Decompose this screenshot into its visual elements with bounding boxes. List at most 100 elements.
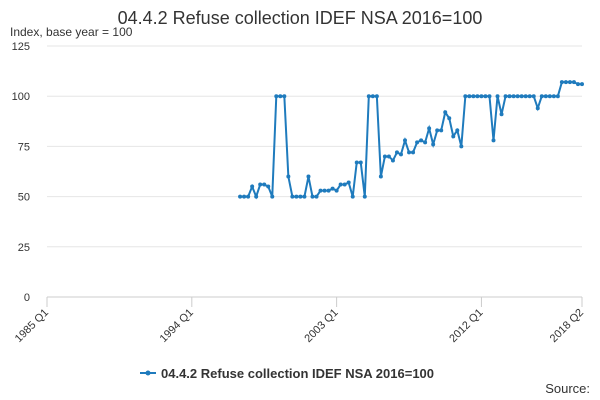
x-tick-label: 2003 Q1 <box>302 307 340 345</box>
data-point <box>547 94 552 99</box>
data-point <box>270 194 275 199</box>
data-point <box>539 94 544 99</box>
data-point <box>439 128 444 133</box>
data-point <box>427 126 432 131</box>
data-point <box>523 94 528 99</box>
data-point <box>318 188 323 193</box>
data-point <box>254 194 259 199</box>
data-point <box>282 94 287 99</box>
data-point <box>559 80 564 85</box>
data-point <box>326 188 331 193</box>
data-point <box>390 158 395 163</box>
chart-title: 04.4.2 Refuse collection IDEF NSA 2016=1… <box>118 8 483 28</box>
data-point <box>479 94 484 99</box>
data-point <box>250 184 255 189</box>
data-point <box>503 94 508 99</box>
data-point <box>431 142 436 147</box>
data-point <box>278 94 283 99</box>
data-point <box>238 194 243 199</box>
data-point <box>314 194 319 199</box>
data-point <box>403 138 408 143</box>
data-point <box>386 154 391 159</box>
data-point <box>274 94 279 99</box>
data-point <box>246 194 251 199</box>
data-point <box>487 94 492 99</box>
data-point <box>447 116 452 121</box>
data-point <box>298 194 303 199</box>
data-point <box>419 138 424 143</box>
y-tick-label: 100 <box>12 91 30 103</box>
data-point <box>266 184 271 189</box>
y-tick-label: 125 <box>12 41 30 53</box>
data-point <box>443 110 448 115</box>
data-point <box>519 94 524 99</box>
data-point <box>330 186 335 191</box>
data-point <box>346 180 351 185</box>
data-point <box>571 80 576 85</box>
data-point <box>499 112 504 117</box>
data-point <box>258 182 263 187</box>
x-tick-label: 1994 Q1 <box>158 307 196 345</box>
data-point <box>507 94 512 99</box>
data-point <box>515 94 520 99</box>
legend-marker <box>145 370 151 376</box>
data-point <box>471 94 476 99</box>
x-tick-label: 2018 Q2 <box>548 307 586 345</box>
data-point <box>342 182 347 187</box>
data-point <box>322 188 327 193</box>
data-point <box>262 182 267 187</box>
legend-label: 04.4.2 Refuse collection IDEF NSA 2016=1… <box>161 366 434 381</box>
data-point <box>451 134 456 139</box>
data-point <box>491 138 496 143</box>
data-point <box>495 94 500 99</box>
data-point <box>463 94 468 99</box>
data-point <box>435 128 440 133</box>
data-point <box>338 182 343 187</box>
data-point <box>467 94 472 99</box>
series-line <box>240 81 582 200</box>
data-point <box>286 174 291 179</box>
data-point <box>555 94 560 99</box>
data-point <box>551 94 556 99</box>
data-point <box>382 154 387 159</box>
data-point <box>543 94 548 99</box>
data-point <box>575 82 580 87</box>
y-tick-label: 75 <box>18 141 30 153</box>
data-point <box>350 194 355 199</box>
data-point <box>527 94 532 99</box>
data-point <box>334 188 339 193</box>
data-point <box>415 140 420 145</box>
source: Source: <box>545 381 590 396</box>
y-tick-label: 0 <box>24 292 30 304</box>
data-point <box>302 194 307 199</box>
data-point <box>407 150 412 155</box>
data-point <box>242 194 247 199</box>
data-point <box>483 94 488 99</box>
data-point <box>535 106 540 111</box>
data-point <box>366 94 371 99</box>
data-point <box>294 194 299 199</box>
data-point <box>370 94 375 99</box>
data-point <box>362 194 367 199</box>
data-point <box>455 128 460 133</box>
x-tick-label: 2012 Q1 <box>447 307 485 345</box>
data-point <box>398 152 403 157</box>
data-point <box>580 82 584 87</box>
data-point <box>378 174 383 179</box>
data-point <box>475 94 480 99</box>
data-point <box>411 150 416 155</box>
data-point <box>511 94 516 99</box>
data-point <box>354 160 359 165</box>
data-point <box>310 194 315 199</box>
data-point <box>563 80 568 85</box>
data-point <box>358 160 363 165</box>
data-point <box>459 144 464 149</box>
y-tick-label: 25 <box>18 242 30 254</box>
y-tick-label: 50 <box>18 192 30 204</box>
data-point <box>423 140 428 145</box>
data-point <box>374 94 379 99</box>
data-point <box>394 150 399 155</box>
chart-subtitle: Index, base year = 100 <box>10 25 133 39</box>
x-tick-label: 1985 Q1 <box>13 307 51 345</box>
